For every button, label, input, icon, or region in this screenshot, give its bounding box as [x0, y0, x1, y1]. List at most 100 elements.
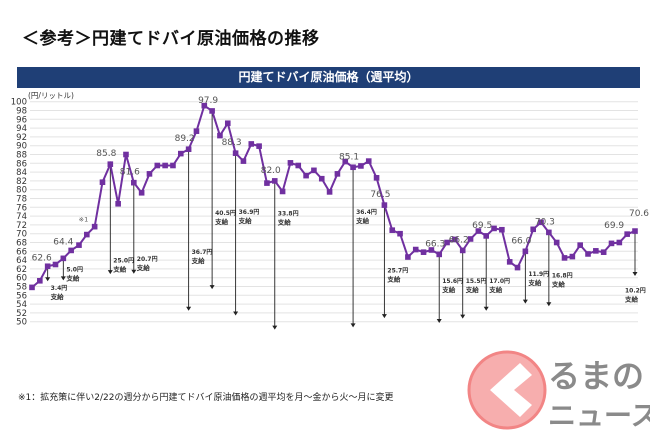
subsidy-amount-label: 36.7円: [192, 249, 213, 256]
value-label: 82.0: [261, 166, 281, 176]
data-point: [76, 242, 82, 248]
kurumanonews-logo: るまの ニュース: [467, 350, 650, 432]
subsidy-amount-label: 20.7円: [137, 256, 158, 263]
subsidy-amount-label: 10.2円: [625, 288, 646, 295]
value-label: 97.9: [198, 96, 218, 106]
y-tick-label: 74: [16, 212, 27, 222]
data-point: [146, 171, 153, 177]
subsidy-label: 支給: [50, 292, 65, 301]
subsidy-amount-label: 3.4円: [51, 285, 68, 292]
data-point: [608, 240, 615, 247]
data-point: [287, 160, 294, 166]
y-tick-label: 84: [16, 168, 27, 178]
y-axis-unit-label: (円/リットル): [28, 91, 74, 100]
data-point: [44, 263, 51, 270]
subsidy-label: 支給: [277, 218, 292, 227]
data-point: [467, 236, 474, 242]
y-tick-label: 50: [16, 318, 27, 328]
data-point: [561, 255, 568, 261]
data-point: [115, 200, 121, 207]
subsidy-arrow-head: [45, 277, 51, 282]
subsidy-label: 支給: [488, 285, 503, 294]
page-title: ＜参考＞円建てドバイ原油価格の推移: [22, 29, 320, 49]
subsidy-arrow-head: [350, 323, 356, 328]
svg-text:ニュース: ニュース: [548, 399, 650, 432]
subsidy-arrow-head: [60, 276, 66, 281]
subsidy-label: 支給: [624, 295, 639, 304]
data-point: [358, 163, 364, 169]
data-point: [381, 202, 388, 208]
data-point: [52, 261, 59, 268]
data-point: [428, 247, 435, 253]
y-tick-label: 72: [16, 221, 27, 231]
y-tick-label: 56: [16, 291, 27, 301]
y-tick-label: 58: [16, 283, 27, 293]
subsidy-arrow-head: [381, 314, 387, 319]
subsidy-label: 支給: [441, 285, 456, 294]
data-point: [577, 242, 583, 248]
note-marker: ※1: [79, 216, 89, 224]
data-point: [162, 162, 168, 169]
data-point: [232, 150, 239, 156]
data-point: [569, 253, 576, 260]
value-label: 70.3: [535, 217, 555, 227]
data-point: [475, 228, 482, 234]
y-tick-label: 98: [16, 107, 27, 117]
data-point: [256, 143, 262, 149]
data-point: [593, 248, 599, 254]
value-label: 70.6: [629, 209, 649, 219]
subsidy-label: 支給: [136, 263, 151, 272]
data-point: [123, 151, 129, 158]
data-point: [522, 248, 529, 255]
data-point: [365, 158, 372, 164]
subsidy-label: 支給: [191, 256, 206, 265]
data-point: [350, 164, 356, 171]
y-tick-label: 90: [16, 142, 27, 152]
value-label: 66.3: [425, 239, 445, 249]
subsidy-amount-label: 15.5円: [466, 278, 487, 285]
y-tick-label: 100: [11, 98, 27, 108]
subsidy-label: 支給: [386, 275, 401, 284]
subsidy-amount-label: 36.9円: [239, 209, 260, 216]
subsidy-arrow-head: [107, 270, 113, 275]
data-point: [546, 229, 552, 236]
y-tick-label: 62: [16, 265, 27, 275]
subsidy-arrow-head: [546, 302, 552, 307]
subsidy-arrow-head: [522, 299, 528, 304]
y-tick-label: 88: [16, 151, 27, 161]
subsidy-label: 支給: [551, 280, 566, 289]
data-point: [170, 162, 176, 169]
value-label: 69.9: [604, 221, 624, 231]
y-tick-label: 70: [16, 230, 27, 240]
data-point: [397, 230, 403, 237]
y-tick-label: 78: [16, 195, 27, 205]
data-point: [84, 231, 90, 238]
data-point: [538, 219, 544, 226]
data-point: [37, 277, 43, 284]
value-label: 69.5: [472, 221, 492, 231]
subsidy-amount-label: 16.8円: [552, 273, 573, 280]
y-tick-label: 86: [16, 159, 27, 169]
subsidy-amount-label: 15.6円: [442, 278, 463, 285]
subsidy-arrow-head: [209, 285, 215, 290]
data-point: [373, 175, 380, 181]
data-point: [553, 239, 560, 246]
data-point: [600, 249, 607, 255]
y-tick-label: 60: [16, 274, 27, 284]
subsidy-label: 支給: [355, 216, 370, 225]
data-point: [271, 178, 278, 184]
data-point: [99, 179, 106, 186]
data-point: [499, 226, 505, 233]
data-point: [459, 247, 466, 254]
data-point: [68, 247, 74, 254]
y-tick-label: 66: [16, 247, 27, 257]
footnote: ※1：拡充策に伴い2/22の週分から円建てドバイ原油価格の週平均を月～金から火～…: [18, 393, 394, 403]
subsidy-arrow-head: [131, 269, 137, 274]
subsidy-label: 支給: [527, 278, 542, 287]
value-label: 66.0: [511, 236, 531, 246]
data-point: [444, 239, 450, 246]
data-point: [405, 254, 411, 260]
subsidy-amount-label: 36.4円: [356, 209, 377, 216]
data-point: [483, 233, 490, 239]
data-point: [224, 120, 231, 127]
